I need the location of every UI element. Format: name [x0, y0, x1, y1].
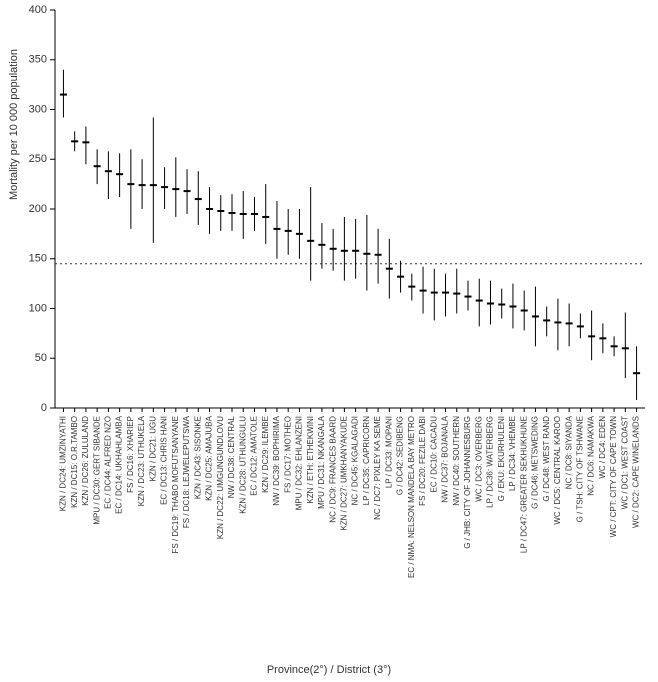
x-tick-label: KZN / DC29: ILEMBE: [261, 416, 270, 493]
x-tick-label: EC / DC12: AMATOLE: [250, 416, 259, 496]
y-tick-label: 300: [29, 103, 47, 115]
x-axis-title: Province(2°) / District (3°): [0, 664, 658, 676]
x-tick-label: FS / DC20: FEZILE DABI: [418, 416, 427, 506]
y-tick-label: 150: [29, 253, 47, 265]
x-tick-label: G / TSH: CITY OF TSHWANE: [575, 416, 584, 522]
x-tick-label: EC / DC13: CHRIS HANI: [160, 416, 169, 505]
y-tick-label: 200: [29, 203, 47, 215]
x-tick-label: WC / DC4: EDEN: [598, 416, 607, 479]
x-tick-label: LP / DC35: CAPRICORN: [362, 416, 371, 505]
x-tick-label: WC / DC5: CENTRAL KAROO: [553, 416, 562, 525]
x-tick-label: NC / DC7: PIXLEY KA SEME: [373, 416, 382, 520]
x-tick-label: G / DC46: METSWEDING: [531, 416, 540, 509]
x-tick-label: KZN / DC24: UMZINYATHI: [59, 416, 68, 511]
x-tick-label: NW / DC38: CENTRAL: [227, 415, 236, 498]
x-tick-label: NC / DC45: KGALAGADI: [351, 416, 360, 505]
x-tick-label: EC / DC44: ALFRED NZO: [103, 416, 112, 509]
x-tick-label: LP / DC47: GREATER SEKHUKHUNE: [519, 416, 528, 553]
x-tick-label: FS / DC19: THABO MOFUTSANYANE: [171, 416, 180, 554]
y-tick-label: 250: [29, 153, 47, 165]
y-axis-title: Mortality per 10 000 population: [8, 49, 20, 200]
x-tick-label: KZN / DC27: UMKHANYAKUDE: [339, 416, 348, 531]
y-tick-label: 350: [29, 54, 47, 66]
mortality-chart: Mortality per 10 000 population 0 50 100 15…: [0, 0, 658, 682]
chart-svg: 0 50 100 150 200 250 300 350 400 KZN / DC24: UMZI…: [0, 0, 658, 658]
x-tick-label: MPU / DC32: EHLANZENI: [295, 416, 304, 510]
x-tick-label: LP / DC33: MOPANI: [384, 416, 393, 488]
x-tick-label: KZN / DC23: UTHUKELA: [137, 415, 146, 506]
x-tick-label: KZN / DC22: UMGUNGUNDLOVU: [216, 416, 225, 539]
x-tick-label: WC / CPT: CITY OF CAPE TOWN: [609, 416, 618, 538]
x-tick-label: WC / DC1: WEST COAST: [620, 416, 629, 509]
x-tick-label: EC / DC10: CACADU: [429, 416, 438, 493]
x-tick-label: KZN / DC25: AMAJUBA: [205, 415, 214, 501]
x-tick-label: MPU / DC31: NKANGALA: [317, 415, 326, 509]
x-tick-label: KZN / DC26: ZULULAND: [81, 416, 90, 506]
x-tick-label: EC / NMA: NELSON MANDELA BAY METRO: [407, 416, 416, 578]
x-tick-label: NC / DC9: FRANCES BAARD: [328, 416, 337, 523]
x-tick-label: WC / DC2: CAPE WINELANDS: [632, 416, 641, 528]
x-tick-label: NW / DC40: SOUTHERN: [452, 416, 461, 506]
x-tick-label: G / JHB: CITY OF JOHANNESBURG: [463, 416, 472, 549]
x-tick-label: LP / DC34: VHEMBE: [508, 416, 517, 491]
x-tick-label: KZN / DC21: UGU: [148, 416, 157, 482]
x-tick-label: G / EKU: EKURHULENI: [497, 416, 506, 501]
x-tick-label: LP / DC36: WATERBERG: [486, 416, 495, 508]
y-tick-label: 0: [41, 402, 47, 414]
x-tick-label: FS / DC16: XHARIEP: [126, 416, 135, 493]
y-tick-label: 400: [29, 4, 47, 16]
x-tick-label: KZN / ETH: ETHEKWINI: [306, 416, 315, 504]
x-tick-label: NC / DC8: SIYANDA: [564, 415, 573, 489]
x-tick-label: G / DC48: WEST RAND: [542, 416, 551, 502]
x-tick-label: WC / DC3: OVERBERG: [474, 416, 483, 502]
x-tick-label: NW / DC39: BOPHIRIMA: [272, 415, 281, 505]
x-tick-label: NC / DC6: NAMAKWA: [587, 415, 596, 495]
y-tick-label: 100: [29, 302, 47, 314]
x-tick-label: KZN / DC43: SISONKE: [193, 416, 202, 499]
x-tick-label: FS / DC18: LEJWELEPUTSWA: [182, 415, 191, 528]
x-tick-label: MPU / DC30: GERT SIBANDE: [92, 416, 101, 525]
y-tick-label: 50: [35, 352, 47, 364]
x-tick-label: G / DC42: SEDIBENG: [396, 416, 405, 495]
x-tick-label: KZN / DC28: UTHUNGULU: [238, 416, 247, 514]
x-tick-label: NW / DC37: BOJANALA: [441, 415, 450, 502]
x-tick-label: FS / DC17: MOTHEO: [283, 416, 292, 493]
x-tick-label: KZN / DC15: O.R.TAMBO: [70, 416, 79, 508]
x-tick-label: EC / DC14: UKHAHLAMBA: [115, 415, 124, 513]
